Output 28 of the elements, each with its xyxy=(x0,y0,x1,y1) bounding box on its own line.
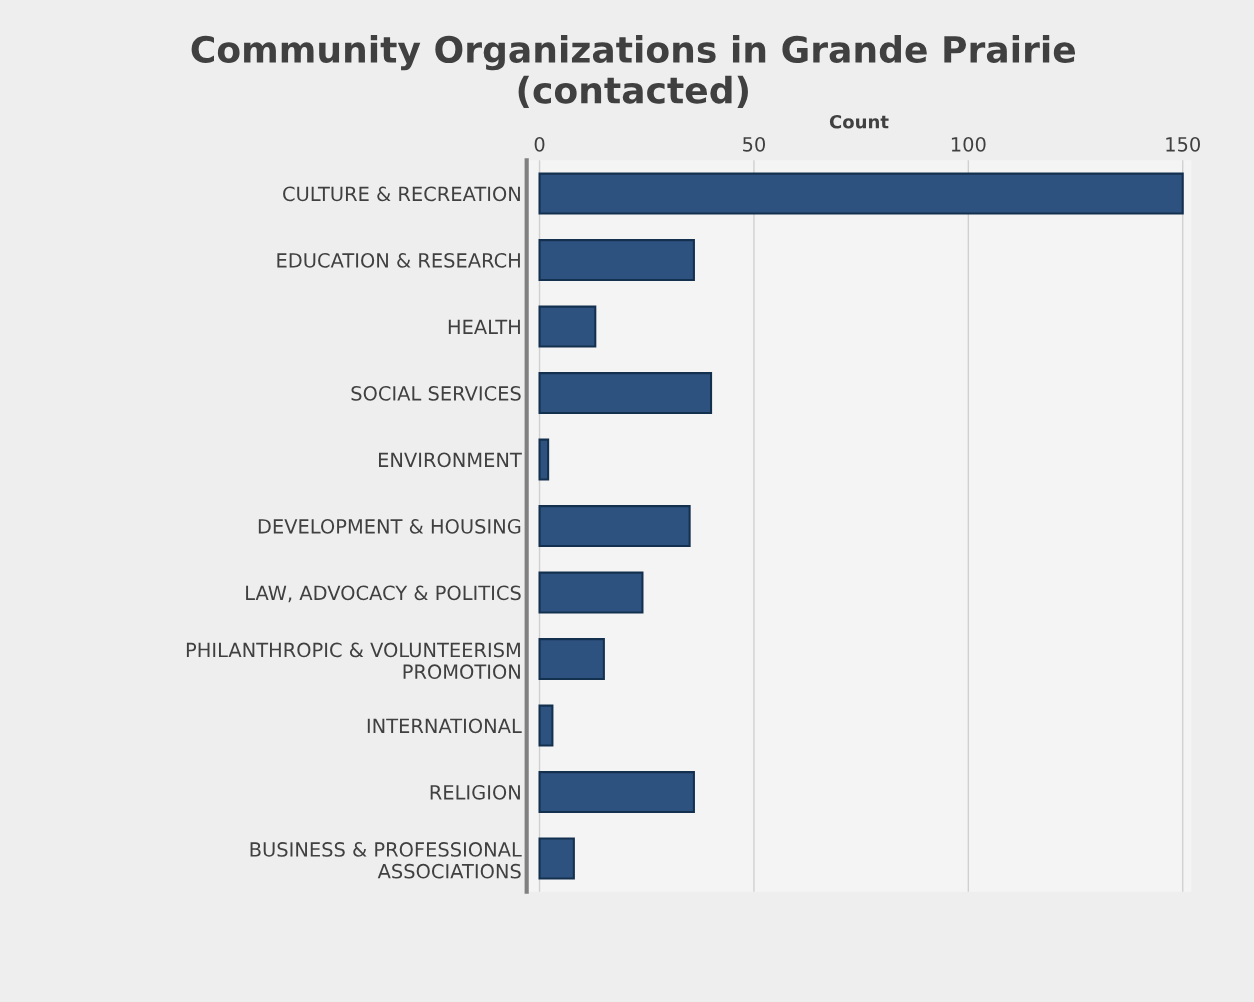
bar xyxy=(538,239,695,282)
bar xyxy=(538,438,550,481)
bar xyxy=(538,704,554,747)
x-tick-label: 50 xyxy=(743,136,766,152)
y-tick-label: HEALTH xyxy=(448,319,520,334)
y-tick-label: LAW, ADVOCACY & POLITICS xyxy=(246,585,521,603)
x-tick-label: 100 xyxy=(951,136,986,152)
x-tick-label: 0 xyxy=(534,136,545,152)
y-tick-label: RELIGION xyxy=(430,784,520,800)
bar xyxy=(538,771,695,814)
y-tick-label: EDUCATION & RESEARCH xyxy=(277,253,520,268)
chart-title: Community Organizations in Grande Prairie (contacted) xyxy=(191,35,1075,108)
y-tick-label: PHILANTHROPIC & VOLUNTEERISM PROMOTION xyxy=(186,642,520,680)
x-axis-title: Count xyxy=(829,114,889,129)
y-tick-label: SOCIAL SERVICES xyxy=(351,386,521,401)
y-tick-label: CULTURE & RECREATION xyxy=(283,186,520,202)
bar xyxy=(538,372,713,415)
y-tick-label: DEVELOPMENT & HOUSING xyxy=(258,519,521,534)
bar xyxy=(538,837,575,880)
bar xyxy=(538,571,644,614)
bar xyxy=(538,305,597,348)
bar xyxy=(538,638,605,681)
y-tick-label: ENVIRONMENT xyxy=(379,452,522,468)
bar xyxy=(538,172,1184,215)
bar xyxy=(538,505,691,548)
y-tick-label: BUSINESS & PROFESSIONAL ASSOCIATIONS xyxy=(250,842,522,879)
x-tick-label: 150 xyxy=(1166,136,1200,152)
y-tick-label: INTERNATIONAL xyxy=(367,718,522,734)
